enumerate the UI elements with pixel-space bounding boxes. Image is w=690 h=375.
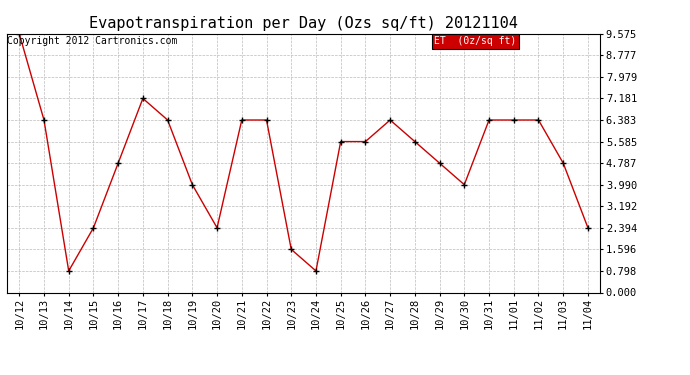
Title: Evapotranspiration per Day (Ozs sq/ft) 20121104: Evapotranspiration per Day (Ozs sq/ft) 2… [89, 16, 518, 31]
Text: ET  (0z/sq ft): ET (0z/sq ft) [434, 36, 516, 46]
Text: Copyright 2012 Cartronics.com: Copyright 2012 Cartronics.com [8, 36, 178, 46]
